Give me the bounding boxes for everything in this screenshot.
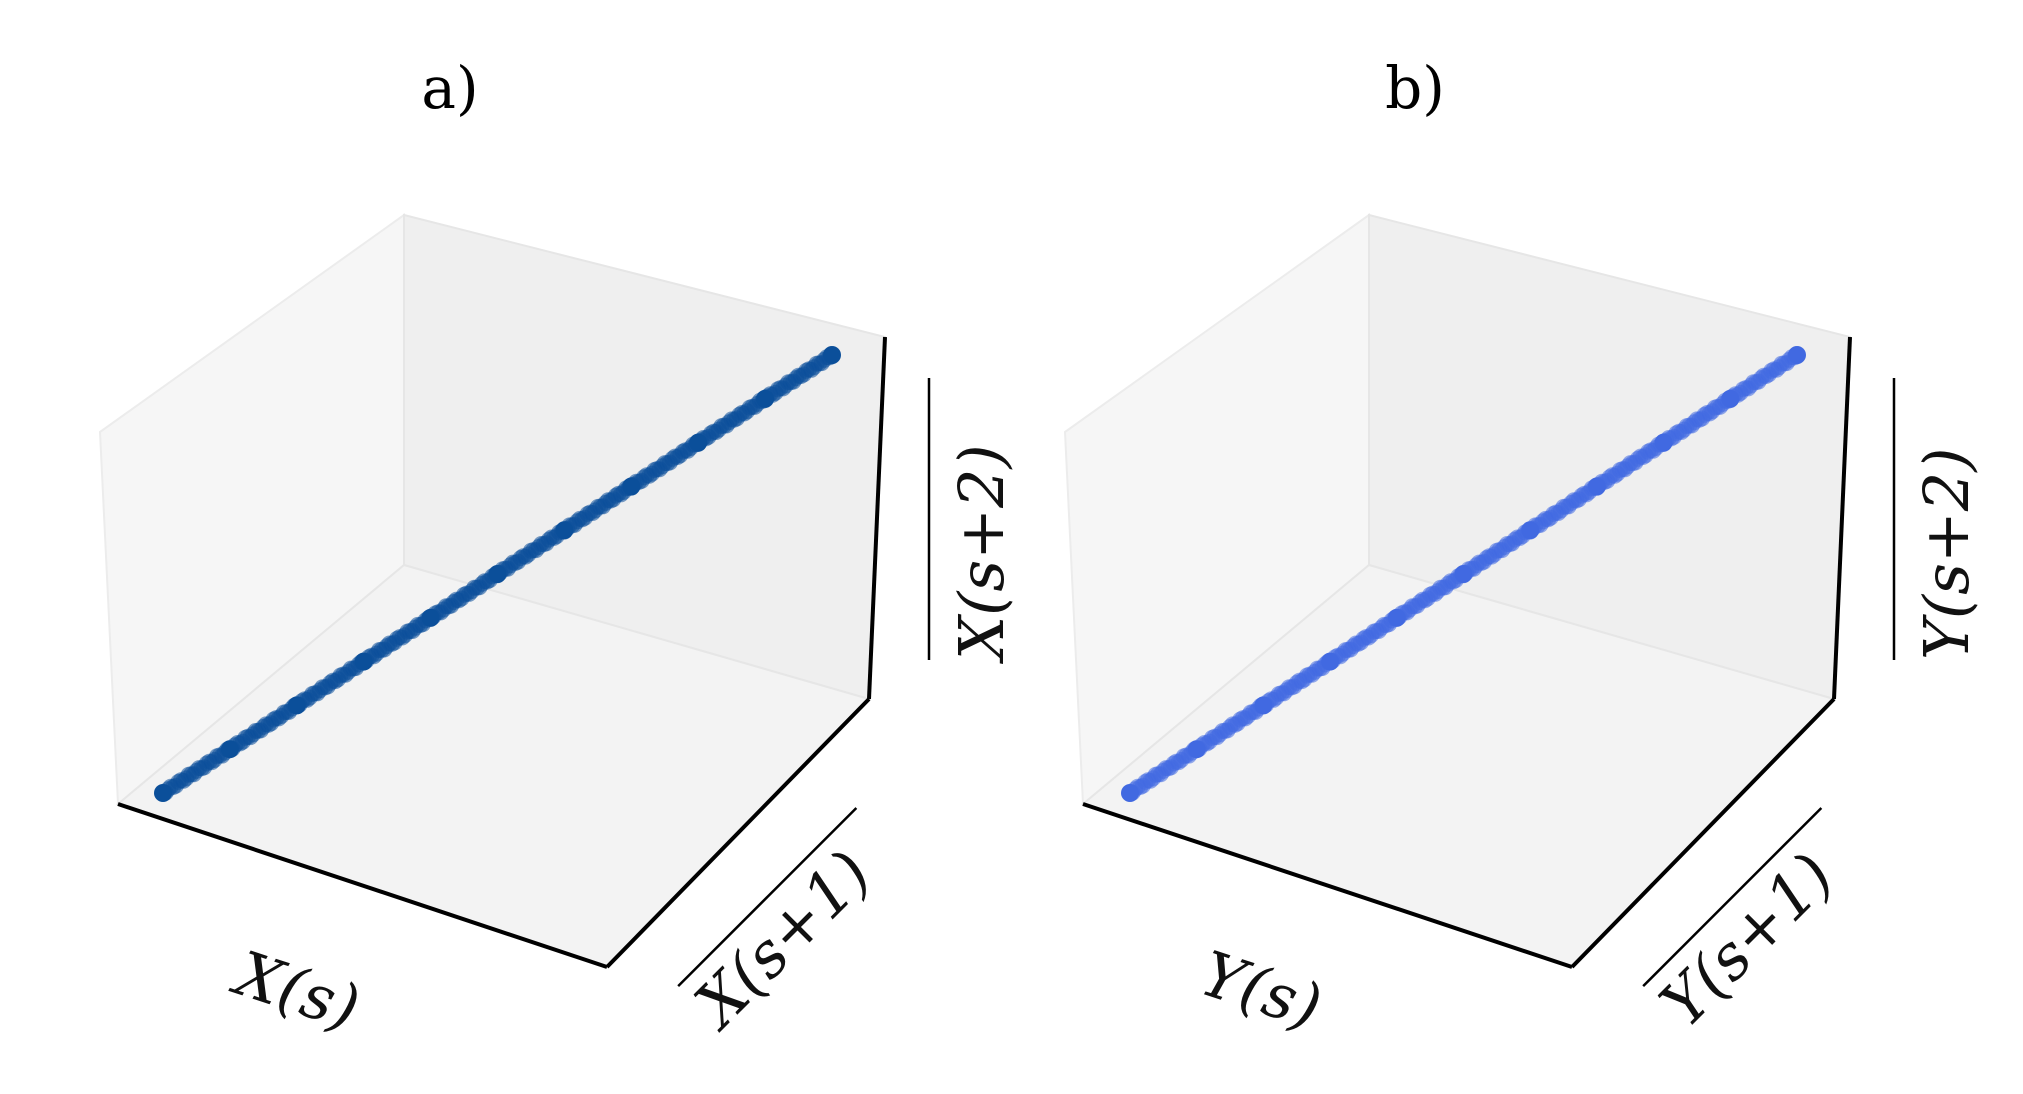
data-point-0 [1121, 784, 1139, 802]
data-point-3 [1321, 652, 1340, 671]
data-point-2 [1254, 696, 1273, 715]
x-axis-line [1082, 802, 1573, 969]
data-point-5 [488, 565, 507, 583]
x-axis-label-b: Y(s) [1192, 937, 1330, 1044]
scatter-points-b [1121, 346, 1806, 802]
scatter-points-a [154, 346, 841, 802]
svg-text:X(s+2): X(s+2) [945, 444, 1018, 664]
data-point-9 [756, 389, 775, 408]
data-point-8 [689, 433, 708, 452]
z-axis-line [1832, 336, 1852, 700]
data-point-2 [287, 696, 306, 715]
x-axis-line [117, 802, 608, 969]
svg-text:X(s+1): X(s+1) [678, 836, 885, 1043]
panel-label-a-text: a) [421, 54, 478, 122]
panel-label-b-text: b) [1385, 54, 1445, 122]
data-point-8 [1654, 433, 1673, 452]
data-point-4 [421, 608, 440, 627]
z-axis-label-a: X(s+2) [927, 378, 1018, 664]
svg-text:Y(s+2): Y(s+2) [1910, 447, 1983, 660]
y-axis-line [605, 697, 871, 969]
z-axis-line [867, 336, 887, 700]
panel-label-a: a) [421, 54, 478, 122]
data-point-1 [1187, 740, 1206, 759]
x-axis-label-a: X(s) [224, 936, 369, 1045]
panel-a: a) X(s) X(s+1) X(s+2) [98, 54, 1018, 1045]
data-point-10 [1788, 346, 1806, 364]
svg-text:Y(s+1): Y(s+1) [1646, 839, 1848, 1041]
data-point-7 [1587, 477, 1606, 496]
data-point-0 [154, 784, 172, 802]
panel-label-b: b) [1385, 54, 1445, 122]
panel-b: b) Y(s) Y(s+1) Y(s+2) [1063, 54, 1983, 1044]
data-point-6 [1521, 521, 1540, 540]
data-point-10 [823, 346, 841, 364]
y-overline-b [1642, 807, 1823, 988]
y-overline-a [677, 807, 858, 988]
z-axis-label-b: Y(s+2) [1892, 378, 1983, 660]
data-point-4 [1387, 608, 1406, 627]
data-point-5 [1454, 565, 1473, 583]
data-point-9 [1721, 389, 1740, 408]
y-axis-line [1570, 697, 1836, 969]
data-point-1 [220, 740, 239, 759]
data-point-3 [354, 652, 373, 671]
data-point-7 [622, 477, 641, 496]
data-point-6 [555, 521, 574, 540]
